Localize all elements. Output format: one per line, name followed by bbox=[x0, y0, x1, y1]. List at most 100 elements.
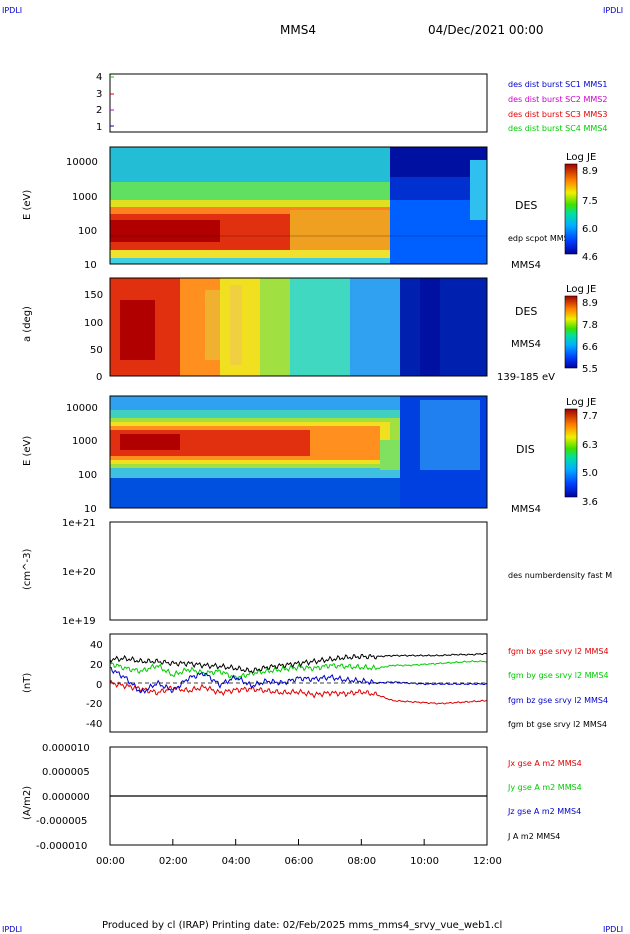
time-tick-label: 06:00 bbox=[285, 856, 314, 867]
current-ytick: -0.000010 bbox=[36, 841, 87, 852]
field-ytick: 40 bbox=[90, 640, 103, 651]
panel-des-pitch: 150 100 50 0 a (deg) DES MMS4 139-185 eV… bbox=[22, 277, 598, 383]
field-lines bbox=[110, 652, 487, 705]
field-by-line bbox=[110, 660, 487, 681]
density-legend: des numberdensity fast M bbox=[508, 571, 612, 580]
des-energy-colorbar-tick: 6.0 bbox=[582, 224, 598, 235]
time-tick-label: 04:00 bbox=[222, 856, 251, 867]
burst-ytick: 1 bbox=[96, 122, 102, 133]
field-ytick: 20 bbox=[90, 660, 103, 671]
corner-label-bottom-right: IPDLI bbox=[603, 925, 623, 934]
current-ytick: -0.000005 bbox=[36, 816, 87, 827]
burst-legend: des dist burst SC3 MMS3 bbox=[508, 110, 607, 119]
dis-energy-ytick: 10000 bbox=[66, 403, 98, 414]
current-legend: Jy gse A m2 MMS4 bbox=[507, 783, 582, 792]
dis-energy-bottom-label: MMS4 bbox=[511, 504, 541, 515]
current-legend: Jx gse A m2 MMS4 bbox=[507, 759, 582, 768]
time-tick-label: 10:00 bbox=[410, 856, 439, 867]
burst-legend: des dist burst SC2 MMS2 bbox=[508, 95, 607, 104]
dis-energy-ytick: 1000 bbox=[72, 436, 97, 447]
dis-energy-colorbar-tick: 7.7 bbox=[582, 411, 598, 422]
panel-burst: 4 3 2 1 des dist burst SC1 MMS1 des dist… bbox=[96, 72, 607, 133]
dis-energy-ytick: 10 bbox=[84, 504, 97, 515]
des-pitch-colorbar-tick: 8.9 bbox=[582, 298, 598, 309]
burst-legend: des dist burst SC4 MMS4 bbox=[508, 124, 607, 133]
panel-des-energy: 10000 1000 100 10 E (eV) DES edp scpot M… bbox=[22, 146, 598, 271]
panel-dis-energy: 10000 1000 100 10 E (eV) DIS MMS4 Log JE… bbox=[22, 395, 598, 515]
des-energy-spectrogram bbox=[110, 147, 487, 264]
corner-label-top-right: IPDLI bbox=[603, 6, 623, 15]
datetime-title: 04/Dec/2021 00:00 bbox=[428, 23, 544, 37]
des-energy-colorbar bbox=[564, 163, 578, 255]
density-ytick: 1e+20 bbox=[62, 567, 96, 578]
time-tick-label: 08:00 bbox=[347, 856, 376, 867]
field-legend: fgm bt gse srvy l2 MMS4 bbox=[508, 720, 607, 729]
field-ytick: -40 bbox=[86, 719, 102, 730]
panel-current: 0.000010 0.000005 0.000000 -0.000005 -0.… bbox=[22, 743, 582, 852]
field-bx-line bbox=[110, 679, 487, 705]
des-energy-colorbar-tick: 4.6 bbox=[582, 252, 598, 263]
current-ytick: 0.000000 bbox=[42, 792, 90, 803]
des-pitch-spectrogram bbox=[110, 278, 487, 376]
dis-energy-right-label: DIS bbox=[516, 443, 535, 456]
des-pitch-ytick: 0 bbox=[96, 372, 102, 383]
current-legend: J A m2 MMS4 bbox=[507, 832, 560, 841]
dis-energy-colorbar-tick: 3.6 bbox=[582, 497, 598, 508]
field-legend: fgm bz gse srvy l2 MMS4 bbox=[508, 696, 608, 705]
des-pitch-ytick: 50 bbox=[90, 345, 103, 356]
time-tick-label: 00:00 bbox=[96, 856, 125, 867]
dis-energy-spectrogram bbox=[110, 396, 487, 508]
des-pitch-colorbar-tick: 5.5 bbox=[582, 364, 598, 375]
corner-label-top-left: IPDLI bbox=[2, 6, 22, 15]
field-legend: fgm bx gse srvy l2 MMS4 bbox=[508, 647, 609, 656]
dis-energy-colorbar-tick: 5.0 bbox=[582, 468, 598, 479]
density-ytick: 1e+19 bbox=[62, 616, 96, 627]
des-pitch-right-label: DES bbox=[515, 305, 537, 318]
des-pitch-colorbar-tick: 6.6 bbox=[582, 342, 598, 353]
panel-field: 40 20 0 -20 -40 (nT) fgm bx gse srvy l2 … bbox=[22, 633, 609, 733]
des-pitch-colorbar-tick: 7.8 bbox=[582, 320, 598, 331]
des-energy-colorbar-tick: 7.5 bbox=[582, 196, 598, 207]
des-energy-ytick: 100 bbox=[78, 226, 97, 237]
des-energy-colorbar-tick: 8.9 bbox=[582, 166, 598, 177]
burst-ytick: 2 bbox=[96, 105, 102, 116]
des-energy-colorbar-title: Log JE bbox=[566, 152, 596, 163]
des-pitch-colorbar bbox=[564, 295, 578, 369]
des-energy-ylabel: E (eV) bbox=[22, 190, 33, 220]
field-legend: fgm by gse srvy l2 MMS4 bbox=[508, 671, 609, 680]
field-bt-line bbox=[110, 652, 487, 674]
field-bz-line bbox=[110, 666, 487, 694]
des-pitch-right-label2: MMS4 bbox=[511, 339, 541, 350]
burst-ytick: 3 bbox=[96, 89, 102, 100]
footer-text: Produced by cl (IRAP) Printing date: 02/… bbox=[102, 920, 502, 931]
burst-legend: des dist burst SC1 MMS1 bbox=[508, 80, 607, 89]
des-pitch-ytick: 150 bbox=[84, 290, 103, 301]
dis-energy-colorbar-title: Log JE bbox=[566, 397, 596, 408]
current-ytick: 0.000005 bbox=[42, 767, 90, 778]
panel-density: 1e+21 1e+20 1e+19 (cm^-3) des numberdens… bbox=[22, 518, 612, 627]
density-ytick: 1e+21 bbox=[62, 518, 96, 529]
des-energy-right-label: DES bbox=[515, 199, 537, 212]
field-ylabel: (nT) bbox=[22, 673, 33, 693]
des-pitch-bottom-label: 139-185 eV bbox=[497, 372, 555, 383]
des-pitch-ylabel: a (deg) bbox=[22, 306, 33, 342]
density-ylabel: (cm^-3) bbox=[22, 549, 33, 590]
corner-label-bottom-left: IPDLI bbox=[2, 925, 22, 934]
dis-energy-ylabel: E (eV) bbox=[22, 436, 33, 466]
time-axis: 00:00 02:00 04:00 06:00 08:00 10:00 12:00 bbox=[96, 839, 502, 867]
burst-ytick: 4 bbox=[96, 72, 102, 83]
des-energy-ytick: 10 bbox=[84, 260, 97, 271]
des-energy-overlay-label: edp scpot MMS4 bbox=[508, 234, 574, 243]
time-tick-label: 02:00 bbox=[159, 856, 188, 867]
des-energy-ytick: 1000 bbox=[72, 192, 97, 203]
dis-energy-colorbar bbox=[564, 408, 578, 498]
des-energy-ytick: 10000 bbox=[66, 157, 98, 168]
field-ytick: -20 bbox=[86, 699, 102, 710]
des-energy-bottom-label: MMS4 bbox=[511, 260, 541, 271]
des-pitch-ytick: 100 bbox=[84, 318, 103, 329]
dis-energy-ytick: 100 bbox=[78, 470, 97, 481]
des-pitch-colorbar-title: Log JE bbox=[566, 284, 596, 295]
current-ytick: 0.000010 bbox=[42, 743, 90, 754]
dis-energy-colorbar-tick: 6.3 bbox=[582, 440, 598, 451]
